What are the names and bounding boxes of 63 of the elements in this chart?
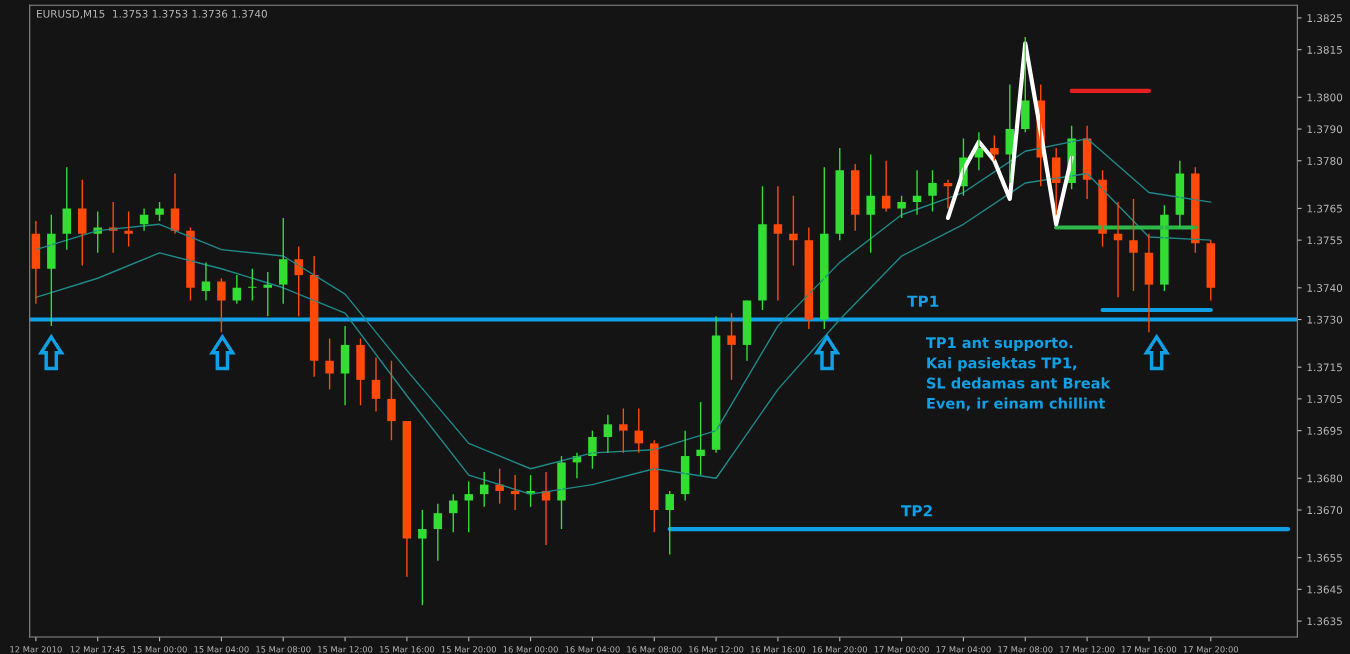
candlestick — [557, 455, 566, 530]
y-tick-label: 1.3695 — [1307, 426, 1342, 435]
candlestick — [928, 169, 937, 213]
ref-line-label: TP1 — [907, 295, 939, 307]
candlestick — [356, 337, 365, 406]
chart-title: EURUSD,M15 1.3753 1.3753 1.3736 1.3740 — [37, 9, 267, 19]
x-tick-label: 17 Mar 20:00 — [1183, 646, 1239, 653]
candlestick — [619, 407, 628, 454]
x-tick-label: 17 Mar 08:00 — [998, 646, 1053, 653]
y-tick-label: 1.3715 — [1307, 363, 1342, 372]
candlestick — [78, 179, 87, 267]
y-tick-label: 1.3655 — [1307, 553, 1342, 562]
x-tick-label: 15 Mar 20:00 — [441, 646, 497, 653]
x-tick-label: 12 Mar 17:45 — [70, 646, 125, 653]
candlestick — [727, 312, 736, 381]
x-tick-label: 15 Mar 04:00 — [194, 646, 249, 653]
line-series — [35, 172, 1212, 495]
candlestick — [418, 509, 427, 606]
y-tick-label: 1.3740 — [1307, 284, 1343, 292]
y-tick-label: 1.3680 — [1307, 474, 1343, 483]
x-tick-label: 16 Mar 12:00 — [689, 646, 744, 653]
candlestick — [866, 153, 875, 254]
y-tick-label: 1.3705 — [1307, 395, 1342, 403]
line-series — [945, 41, 1074, 227]
candlestick — [387, 360, 396, 441]
y-tick-label: 1.3815 — [1307, 45, 1342, 54]
y-tick-label: 1.3645 — [1307, 585, 1342, 594]
candlestick — [217, 277, 226, 333]
x-tick-label: 16 Mar 00:00 — [503, 646, 558, 653]
candlestick — [665, 490, 674, 556]
y-tick-label: 1.3825 — [1307, 14, 1342, 23]
candlestick — [47, 214, 56, 327]
annotation: TP1 ant supporto. Kai pasiektas TP1, SL dedamas ant Break Even, ir einam chillint — [926, 337, 1111, 411]
candlestick — [155, 201, 164, 222]
candlestick — [650, 439, 659, 533]
x-tick-label: 17 Mar 12:00 — [1060, 646, 1115, 653]
candlestick — [449, 493, 458, 533]
y-tick-label: 1.3730 — [1307, 315, 1343, 324]
x-tick-label: 15 Mar 16:00 — [380, 646, 435, 653]
candlestick — [758, 185, 767, 311]
candlestick — [1021, 36, 1030, 133]
x-tick-label: 16 Mar 16:00 — [751, 646, 806, 653]
x-tick-label: 15 Mar 00:00 — [132, 646, 187, 653]
candlestick — [248, 268, 257, 302]
x-tick-label: 16 Mar 20:00 — [812, 646, 868, 653]
series-label: TP2 — [901, 505, 932, 517]
y-tick-label: 1.3755 — [1307, 236, 1342, 245]
x-tick-label: 15 Mar 08:00 — [256, 646, 311, 653]
x-tick-label: 15 Mar 12:00 — [318, 646, 373, 653]
x-tick-label: 12 Mar 2010 — [10, 646, 62, 653]
y-tick-label: 1.3800 — [1307, 93, 1343, 102]
x-tick-label: 17 Mar 04:00 — [936, 646, 991, 653]
x-tick-label: 16 Mar 08:00 — [627, 646, 682, 653]
y-tick-label: 1.3765 — [1307, 204, 1342, 213]
y-tick-label: 1.3790 — [1307, 125, 1343, 134]
y-tick-label: 1.3670 — [1307, 506, 1343, 515]
x-tick-label: 17 Mar 00:00 — [874, 646, 929, 653]
candlestick — [820, 166, 829, 330]
x-tick-label: 16 Mar 04:00 — [565, 646, 620, 653]
y-tick-label: 1.3780 — [1307, 157, 1343, 165]
candlestick — [1129, 198, 1138, 292]
y-tick-label: 1.3635 — [1307, 617, 1342, 626]
x-tick-label: 17 Mar 16:00 — [1122, 646, 1177, 653]
